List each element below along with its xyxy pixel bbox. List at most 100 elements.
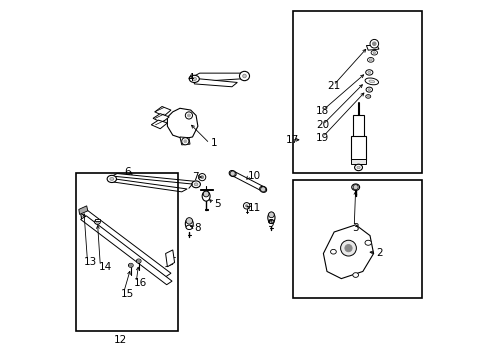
Circle shape <box>187 114 190 117</box>
Polygon shape <box>94 220 100 221</box>
Ellipse shape <box>330 249 336 254</box>
Ellipse shape <box>372 52 375 54</box>
Circle shape <box>245 205 247 207</box>
Polygon shape <box>167 108 198 139</box>
Polygon shape <box>151 120 167 129</box>
Circle shape <box>201 176 203 179</box>
Bar <box>76 173 178 330</box>
Text: 9: 9 <box>267 220 274 229</box>
Polygon shape <box>352 116 363 137</box>
Circle shape <box>182 138 188 145</box>
Circle shape <box>185 112 192 119</box>
Polygon shape <box>351 136 365 160</box>
Text: 20: 20 <box>316 121 329 130</box>
Ellipse shape <box>202 191 210 201</box>
Ellipse shape <box>128 264 133 267</box>
Circle shape <box>352 185 357 190</box>
Polygon shape <box>180 137 190 145</box>
Ellipse shape <box>267 212 274 223</box>
Ellipse shape <box>365 78 378 85</box>
Circle shape <box>185 218 192 224</box>
Text: 14: 14 <box>99 262 112 272</box>
Ellipse shape <box>268 220 274 224</box>
Circle shape <box>243 203 249 209</box>
Polygon shape <box>194 73 244 82</box>
Text: 8: 8 <box>194 223 201 233</box>
Polygon shape <box>230 172 265 190</box>
Ellipse shape <box>366 87 372 92</box>
Ellipse shape <box>136 259 141 263</box>
Polygon shape <box>323 225 373 279</box>
Bar <box>292 180 421 298</box>
Text: 15: 15 <box>121 289 134 299</box>
Circle shape <box>183 140 186 143</box>
Ellipse shape <box>368 59 371 61</box>
Ellipse shape <box>367 58 373 62</box>
Text: 18: 18 <box>316 106 329 116</box>
Text: 19: 19 <box>316 133 329 143</box>
Polygon shape <box>112 179 187 192</box>
Text: 1: 1 <box>210 139 217 148</box>
Circle shape <box>260 187 265 192</box>
Bar <box>292 12 421 173</box>
Text: 11: 11 <box>247 203 261 213</box>
Text: 13: 13 <box>84 257 97 267</box>
Circle shape <box>137 260 140 262</box>
Text: 6: 6 <box>124 167 131 177</box>
Ellipse shape <box>239 71 249 81</box>
Circle shape <box>340 240 356 256</box>
Polygon shape <box>194 79 237 87</box>
Polygon shape <box>155 107 171 116</box>
Polygon shape <box>112 174 196 184</box>
Ellipse shape <box>356 166 360 169</box>
Ellipse shape <box>370 50 377 55</box>
Ellipse shape <box>96 221 99 223</box>
Ellipse shape <box>354 164 362 171</box>
Polygon shape <box>199 189 212 190</box>
Ellipse shape <box>259 186 266 192</box>
Polygon shape <box>80 209 171 277</box>
Ellipse shape <box>365 95 370 98</box>
Ellipse shape <box>229 171 236 176</box>
Ellipse shape <box>368 80 374 83</box>
Ellipse shape <box>367 71 370 73</box>
Ellipse shape <box>365 70 372 75</box>
Ellipse shape <box>110 177 114 180</box>
Text: 3: 3 <box>351 223 358 233</box>
Circle shape <box>129 264 132 267</box>
Circle shape <box>230 171 235 176</box>
Circle shape <box>203 191 208 197</box>
Ellipse shape <box>352 273 358 277</box>
Circle shape <box>268 212 274 218</box>
Ellipse shape <box>367 89 370 90</box>
Polygon shape <box>165 250 174 267</box>
Ellipse shape <box>242 74 246 78</box>
Text: 21: 21 <box>326 81 340 91</box>
Ellipse shape <box>189 75 199 82</box>
Ellipse shape <box>192 77 196 81</box>
Ellipse shape <box>364 240 371 245</box>
Ellipse shape <box>191 181 200 188</box>
Text: 4: 4 <box>187 73 193 83</box>
Text: 17: 17 <box>285 135 298 145</box>
Ellipse shape <box>194 183 198 186</box>
Text: 5: 5 <box>214 199 221 210</box>
Polygon shape <box>350 159 366 164</box>
Polygon shape <box>366 45 378 50</box>
Circle shape <box>369 40 378 48</box>
Circle shape <box>372 42 375 45</box>
Text: 12: 12 <box>114 334 127 345</box>
Text: 7: 7 <box>192 172 199 182</box>
Ellipse shape <box>185 225 192 229</box>
Polygon shape <box>153 114 169 123</box>
Ellipse shape <box>94 220 100 224</box>
Ellipse shape <box>351 184 359 190</box>
Polygon shape <box>79 206 88 215</box>
Text: 16: 16 <box>133 278 146 288</box>
Ellipse shape <box>366 96 368 97</box>
Text: 2: 2 <box>376 248 382 258</box>
Text: 10: 10 <box>247 171 261 181</box>
Ellipse shape <box>185 219 193 229</box>
Polygon shape <box>81 216 172 285</box>
Circle shape <box>198 174 205 181</box>
